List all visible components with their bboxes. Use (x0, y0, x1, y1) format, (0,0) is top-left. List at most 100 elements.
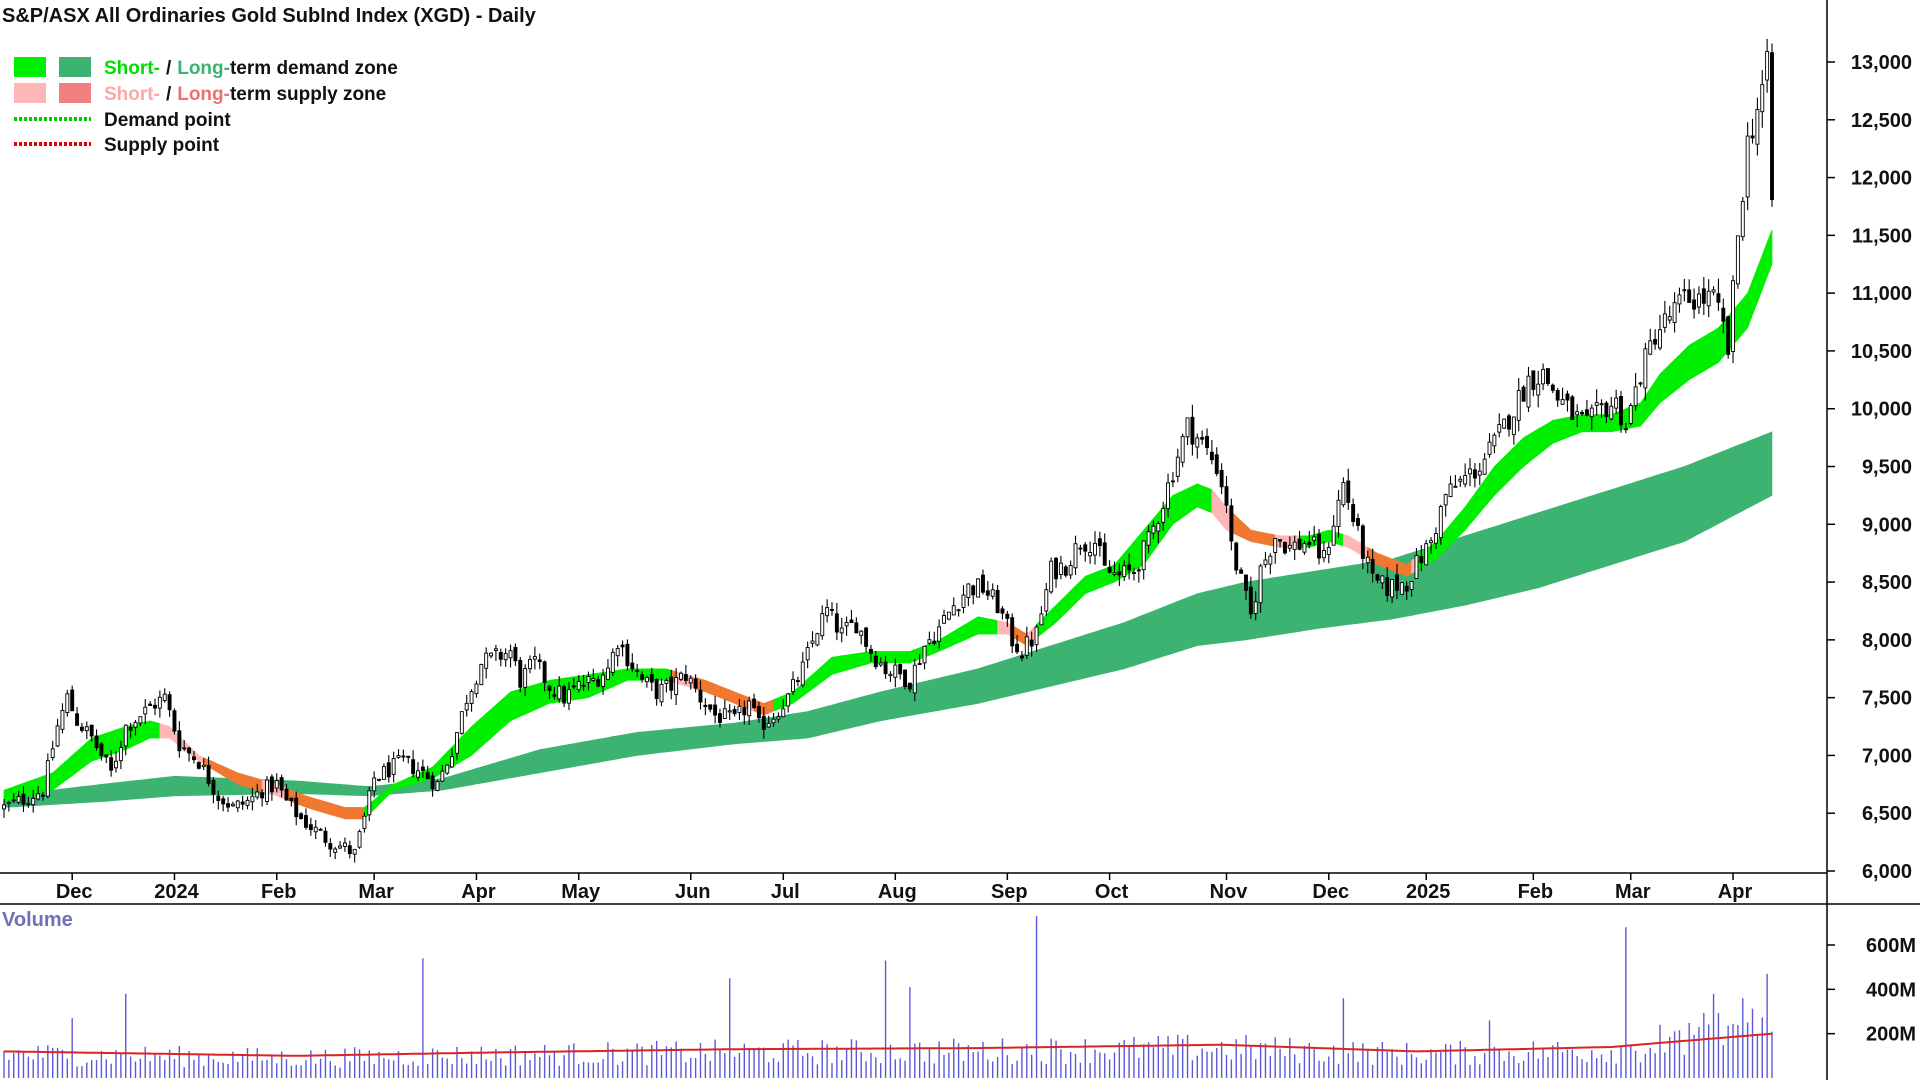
candle-body (1580, 412, 1585, 415)
legend-supply-slash: / (166, 84, 172, 105)
candle-body (36, 793, 41, 800)
candle-body (966, 583, 971, 599)
candle-body (94, 735, 99, 749)
candle-body (1750, 135, 1755, 139)
candle-body (11, 799, 16, 802)
candle-body (1701, 288, 1706, 304)
candle-body (679, 672, 683, 680)
candle-body (1268, 555, 1273, 565)
candle-body (352, 848, 357, 855)
candle-body (1287, 544, 1292, 549)
legend-demand-point: Demand point (104, 110, 231, 131)
candle-body (274, 780, 279, 789)
candle-body (732, 709, 737, 715)
candle-body (118, 747, 123, 762)
short-zone-segment (1231, 510, 1276, 547)
candle-body (605, 667, 610, 681)
short-zone-segment (1011, 624, 1028, 647)
candle-body (333, 848, 338, 853)
candle-body (1507, 415, 1511, 430)
candle-body (1185, 417, 1190, 438)
candle-body (1760, 84, 1765, 113)
legend-demand-short: Short- (104, 58, 160, 79)
candle-body (162, 693, 167, 701)
candle-body (1404, 585, 1409, 592)
candle-body (1711, 289, 1716, 293)
candle-body (518, 659, 523, 688)
candle-body (1536, 383, 1541, 396)
candle-body (1575, 411, 1580, 416)
candle-body (815, 633, 820, 646)
candle-body (1584, 409, 1589, 416)
x-tick-label: Dec (1312, 881, 1349, 903)
x-tick-label: Feb (1518, 881, 1554, 903)
volume-tick-label: 600M (1866, 935, 1916, 957)
candle-body (1390, 579, 1395, 598)
candle-body (1677, 294, 1682, 305)
candle-body (1560, 399, 1565, 405)
chart-title: S&P/ASX All Ordinaries Gold SubInd Index… (2, 5, 537, 27)
candle-body (50, 748, 55, 759)
x-tick-label: Apr (1718, 881, 1753, 903)
y-tick-label: 9,000 (1862, 514, 1912, 536)
volume-tick-label: 200M (1866, 1024, 1916, 1046)
candle-body (1555, 390, 1560, 401)
candle-body (445, 764, 450, 774)
x-tick-label: Jul (771, 881, 800, 903)
candle-body (820, 613, 825, 637)
candle-body (479, 664, 484, 686)
candle-body (1395, 574, 1399, 591)
candle-body (1029, 639, 1034, 647)
candle-body (425, 772, 430, 780)
candle-body (1132, 572, 1136, 574)
candle-body (318, 828, 323, 831)
candle-body (493, 648, 498, 651)
candle-body (1619, 396, 1623, 426)
candle-body (1200, 437, 1205, 440)
candle-body (547, 685, 552, 691)
candle-body (557, 685, 562, 700)
candle-body (1248, 586, 1253, 615)
candle-body (1472, 469, 1477, 479)
candle-body (922, 645, 927, 664)
candle-body (328, 843, 333, 850)
candle-body (620, 644, 625, 648)
candle-body (888, 673, 893, 677)
candle-body (1755, 109, 1760, 145)
candle-body (406, 755, 411, 758)
candle-body (1214, 454, 1219, 474)
candle-body (961, 594, 966, 608)
volume-axis-ticks: 200M 400M 600M (1827, 935, 1916, 1046)
candle-body (16, 795, 21, 803)
candle-body (640, 674, 644, 680)
candle-body (654, 678, 659, 700)
candle-body (825, 607, 830, 617)
candle-body (1253, 601, 1258, 614)
candle-body (834, 613, 839, 633)
candle-body (41, 794, 45, 797)
candle-body (1263, 559, 1268, 566)
candle-body (1667, 316, 1672, 321)
candle-body (1716, 293, 1721, 303)
candle-body (1044, 589, 1049, 612)
candle-body (1239, 569, 1244, 574)
candle-body (1765, 51, 1770, 81)
candle-body (562, 686, 567, 704)
candle-body (474, 683, 479, 695)
x-tick-label: Dec (56, 881, 93, 903)
candle-body (1360, 525, 1365, 559)
candle-body (1156, 523, 1161, 532)
candle-body (971, 585, 976, 596)
legend-supply-short: Short- (104, 84, 160, 105)
candle-body (1433, 533, 1438, 544)
candle-body (157, 696, 162, 709)
candle-body (990, 589, 995, 597)
candle-body (683, 674, 688, 681)
candle-body (347, 845, 352, 855)
candle-body (342, 842, 347, 847)
candle-body (1731, 280, 1735, 352)
candle-body (503, 653, 508, 661)
candle-body (1351, 504, 1356, 522)
legend-demand-suffix: term demand zone (230, 58, 398, 79)
